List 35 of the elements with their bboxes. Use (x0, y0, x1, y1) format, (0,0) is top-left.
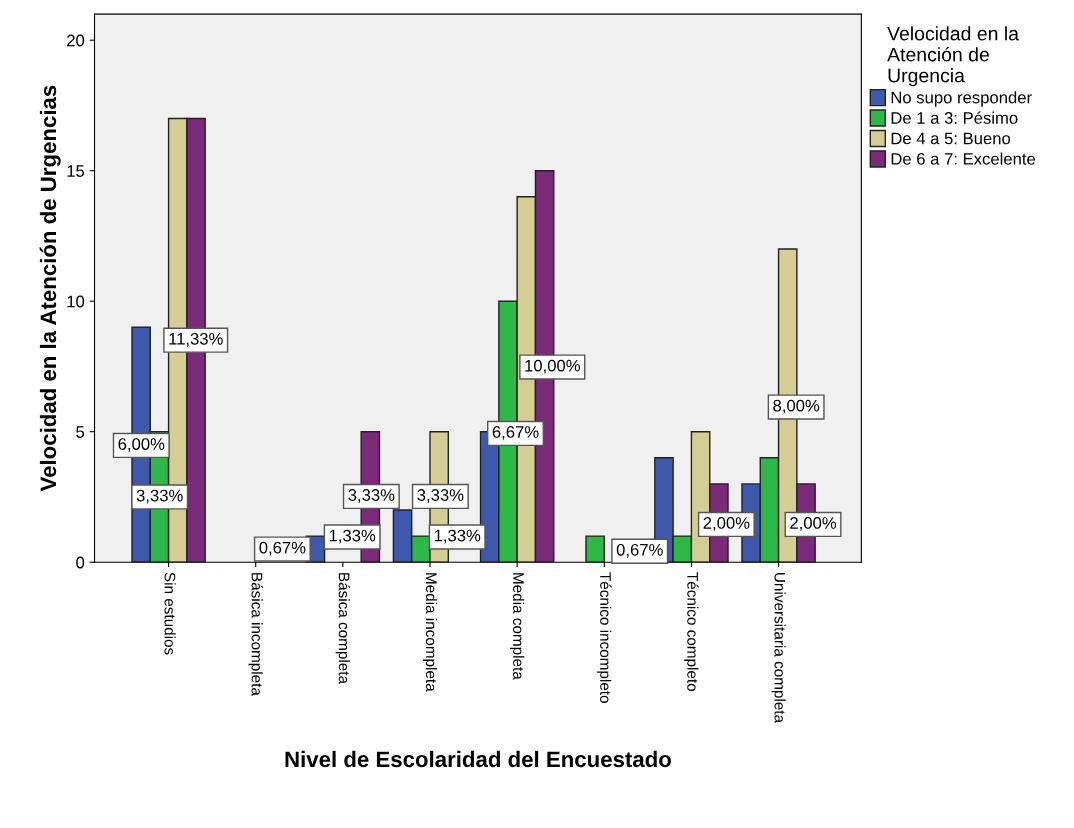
y-tick-label: 5 (76, 426, 85, 438)
x-tick-label: Técnico incompleto (597, 572, 612, 703)
y-tick-label: 15 (67, 165, 85, 177)
x-tick-label: Técnico completo (684, 572, 699, 692)
legend-label: No supo responder (891, 91, 1032, 107)
annotation: 3,33% (348, 489, 395, 503)
annotation: 8,00% (773, 399, 820, 414)
y-tick-label: 0 (76, 556, 85, 569)
annotation: 0,67% (616, 543, 663, 558)
legend-label: De 4 a 5: Bueno (891, 132, 1011, 145)
bar (585, 535, 605, 563)
annotation: 10,00% (525, 359, 580, 374)
annotation: 6,67% (492, 426, 539, 440)
annotation: 6,00% (118, 438, 165, 452)
legend-label: De 6 a 7: Excelente (891, 152, 1036, 165)
annotation: 11,33% (169, 332, 223, 347)
annotation: 0,67% (259, 541, 306, 556)
annotation: 1,33% (329, 529, 376, 544)
x-tick-label: Básica completa (335, 573, 351, 685)
annotation: 3,33% (136, 489, 183, 504)
annotation: 2,00% (790, 517, 837, 531)
legend-label: De 1 a 3: Pésimo (891, 111, 1018, 124)
y-tick-label: 20 (67, 34, 85, 47)
y-axis-title: Velocidad en la Atención de Urgencias (39, 85, 61, 492)
annotation: 1,33% (434, 529, 481, 544)
x-axis-title: Nivel de Escolaridad del Encuestado (285, 750, 671, 768)
legend-title: Velocidad en la Atención de Urgencia (887, 26, 1019, 87)
x-tick-label: Media completa (510, 573, 525, 680)
annotation: 3,33% (417, 489, 464, 503)
x-tick-label: Media incompleta (422, 573, 438, 692)
annotation: 2,00% (703, 517, 750, 531)
y-tick-label: 10 (67, 295, 85, 308)
x-tick-label: Sin estudios (164, 572, 176, 655)
x-tick-label: Básica incompleta (248, 573, 263, 696)
x-tick-label: Universitaria completa (771, 573, 786, 724)
